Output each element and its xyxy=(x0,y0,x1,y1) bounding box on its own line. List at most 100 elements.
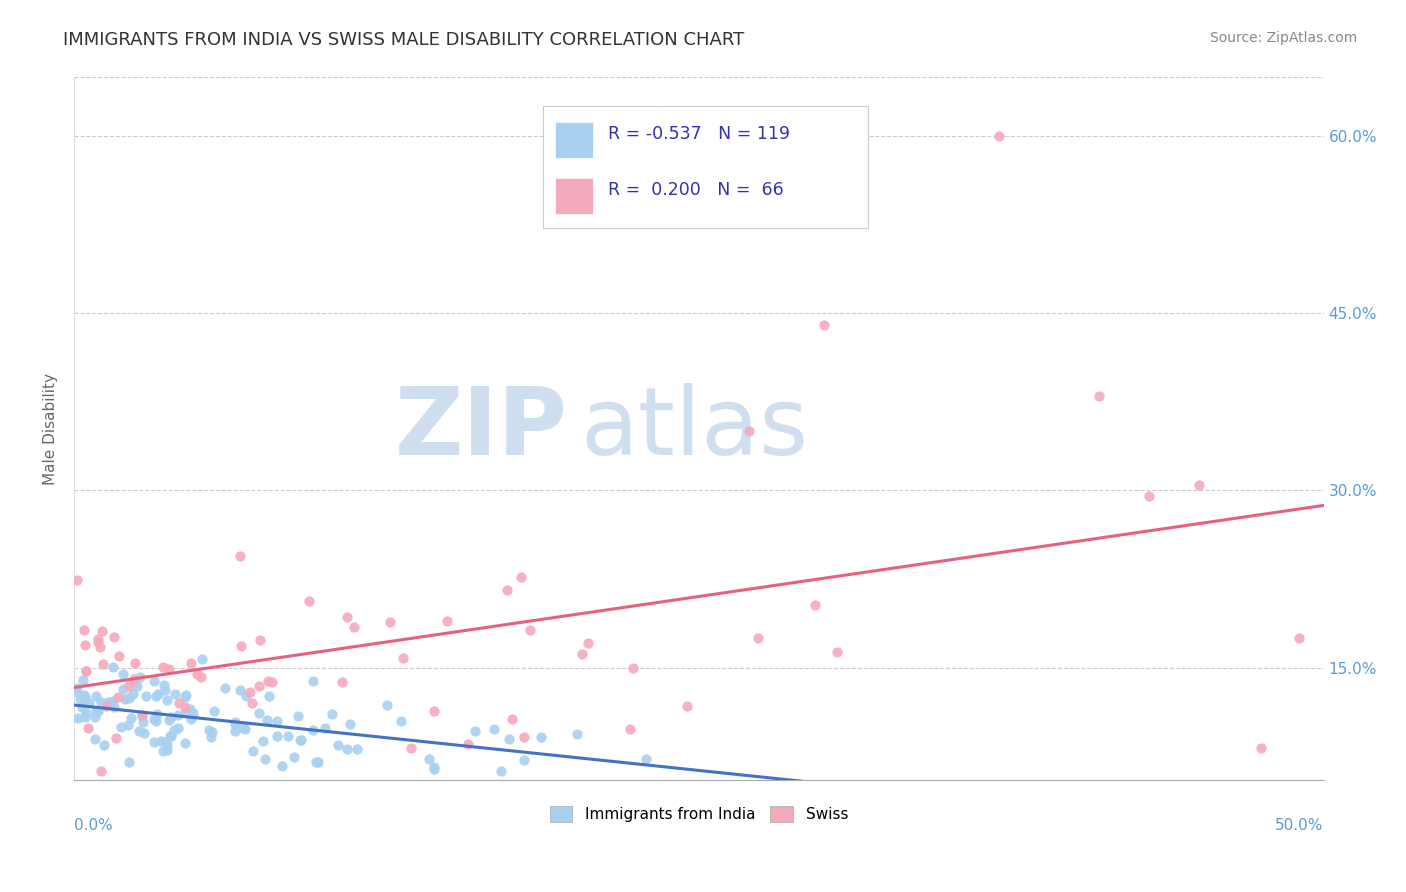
Point xyxy=(65,573,87,587)
Point xyxy=(621,661,644,675)
Point xyxy=(118,691,141,706)
Point xyxy=(378,615,401,629)
Point xyxy=(391,650,413,665)
Point xyxy=(157,713,180,727)
Text: R =  0.200   N =  66: R = 0.200 N = 66 xyxy=(607,181,783,199)
Point xyxy=(66,711,89,725)
Point xyxy=(298,594,321,608)
Point xyxy=(181,706,204,720)
Point xyxy=(90,764,112,778)
Y-axis label: Male Disability: Male Disability xyxy=(44,373,58,484)
Point xyxy=(256,674,278,689)
Point xyxy=(987,129,1010,144)
Point xyxy=(290,733,312,747)
FancyBboxPatch shape xyxy=(543,105,868,228)
Text: Source: ZipAtlas.com: Source: ZipAtlas.com xyxy=(1209,31,1357,45)
Point xyxy=(87,704,110,718)
Point xyxy=(576,636,599,650)
Point xyxy=(283,749,305,764)
Point xyxy=(75,638,97,652)
Point xyxy=(204,704,226,718)
Point xyxy=(103,694,125,708)
Point xyxy=(252,733,274,747)
Point xyxy=(501,712,523,726)
Point xyxy=(423,704,446,718)
Point xyxy=(155,735,177,749)
Point xyxy=(160,729,183,743)
Point xyxy=(94,698,117,713)
Point xyxy=(97,695,120,709)
Legend: Immigrants from India, Swiss: Immigrants from India, Swiss xyxy=(544,800,855,828)
Point xyxy=(73,688,96,702)
Point xyxy=(87,634,110,648)
Point xyxy=(813,318,835,333)
Point xyxy=(111,667,134,681)
Point xyxy=(235,689,257,703)
Point xyxy=(239,684,262,698)
Point xyxy=(111,681,134,696)
Point xyxy=(636,752,658,766)
Point xyxy=(174,705,197,719)
Point xyxy=(146,706,169,721)
Point xyxy=(186,667,208,681)
Point xyxy=(307,755,329,769)
Point xyxy=(498,732,520,747)
Point xyxy=(93,739,115,753)
Point xyxy=(84,731,107,746)
Point xyxy=(145,689,167,703)
Point xyxy=(83,709,105,723)
Point xyxy=(676,699,699,714)
Point xyxy=(436,614,458,628)
Text: 50.0%: 50.0% xyxy=(1275,818,1323,833)
Point xyxy=(229,549,252,563)
Point xyxy=(747,631,769,645)
Point xyxy=(167,697,190,711)
Point xyxy=(336,609,359,624)
Point xyxy=(530,730,553,744)
Point xyxy=(75,706,97,720)
Point xyxy=(91,657,114,672)
Point xyxy=(131,708,153,723)
Text: IMMIGRANTS FROM INDIA VS SWISS MALE DISABILITY CORRELATION CHART: IMMIGRANTS FROM INDIA VS SWISS MALE DISA… xyxy=(63,31,745,49)
Point xyxy=(84,704,107,718)
Point xyxy=(156,743,179,757)
Point xyxy=(1288,632,1310,646)
Point xyxy=(418,752,440,766)
Point xyxy=(145,714,167,728)
Point xyxy=(266,714,288,728)
Point xyxy=(224,724,246,739)
Point xyxy=(321,707,343,722)
Point xyxy=(98,697,121,711)
Point xyxy=(167,721,190,735)
Point xyxy=(1137,489,1160,503)
Point xyxy=(84,690,107,704)
Point xyxy=(277,729,299,743)
Point xyxy=(174,736,197,750)
Point xyxy=(336,742,359,756)
Point xyxy=(72,673,94,687)
Point xyxy=(89,640,111,654)
Point xyxy=(174,690,197,704)
FancyBboxPatch shape xyxy=(555,121,593,158)
Point xyxy=(65,685,87,699)
Point xyxy=(90,695,112,709)
Point xyxy=(302,723,325,737)
Point xyxy=(152,744,174,758)
Point xyxy=(233,723,256,737)
Point xyxy=(240,696,263,710)
Point xyxy=(73,623,96,637)
Point xyxy=(91,624,114,639)
Point xyxy=(179,702,201,716)
Point xyxy=(75,710,97,724)
Point xyxy=(1087,389,1109,403)
Text: 0.0%: 0.0% xyxy=(75,818,112,833)
Point xyxy=(214,681,236,695)
Point xyxy=(132,714,155,729)
Point xyxy=(75,664,97,678)
Point xyxy=(247,706,270,720)
Point xyxy=(224,714,246,729)
Point xyxy=(143,734,166,748)
Point xyxy=(146,687,169,701)
Point xyxy=(105,731,128,745)
Point xyxy=(174,700,197,714)
